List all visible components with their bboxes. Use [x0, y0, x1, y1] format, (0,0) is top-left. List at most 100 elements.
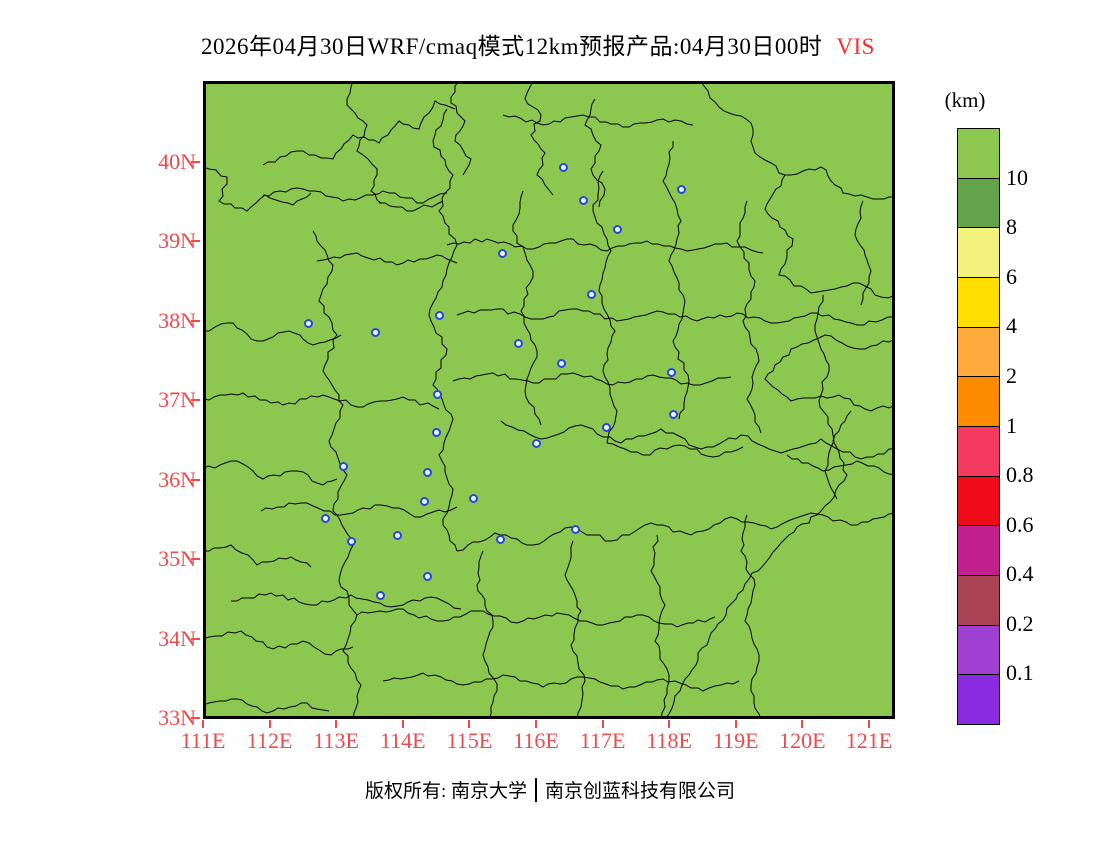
boundary-line	[584, 98, 606, 208]
lon-tick-label: 115E	[446, 728, 493, 753]
page-title-text: 2026年04月30日WRF/cmaq模式12km预报产品:04月30日00时	[201, 34, 823, 59]
lon-tick-label: 117E	[579, 728, 626, 753]
colorbar-tick-label: 4	[1006, 313, 1017, 339]
colorbar-segment	[958, 278, 999, 328]
lat-tick	[191, 717, 200, 719]
county-boundary-lines	[203, 81, 895, 719]
boundary-line	[662, 141, 690, 420]
colorbar-tick-label: 0.2	[1006, 610, 1034, 636]
lon-tick	[734, 720, 737, 728]
page-title: 2026年04月30日WRF/cmaq模式12km预报产品:04月30日00时 V…	[0, 27, 1076, 61]
colorbar-segment	[958, 675, 999, 725]
boundary-line	[740, 514, 762, 719]
boundary-line	[606, 442, 744, 458]
city-marker	[531, 438, 541, 448]
city-marker	[612, 224, 622, 234]
variable-name-label: VIS	[836, 34, 875, 59]
city-marker	[419, 496, 429, 506]
boundary-line	[203, 698, 330, 714]
city-marker	[495, 534, 505, 544]
boundary-line	[260, 502, 458, 518]
city-marker	[422, 467, 432, 477]
lon-tick	[335, 720, 338, 728]
city-marker	[320, 513, 330, 523]
lon-tick	[202, 720, 204, 728]
colorbar-segment	[958, 576, 999, 626]
boundary-line	[524, 81, 554, 196]
boundary-line	[446, 238, 764, 254]
lon-tick-label: 119E	[712, 728, 759, 753]
city-marker	[578, 195, 588, 205]
lon-tick	[401, 720, 404, 728]
lat-tick	[191, 240, 200, 243]
city-marker	[668, 409, 678, 419]
boundary-line	[476, 550, 498, 719]
lat-tick-label: 39N	[158, 228, 196, 254]
city-marker	[586, 289, 596, 299]
boundary-line	[262, 187, 448, 204]
city-marker	[338, 461, 348, 471]
colorbar-tick-label: 0.1	[1006, 660, 1034, 686]
boundary-line	[650, 534, 670, 719]
boundary-line	[203, 166, 312, 212]
lon-tick-label: 111E	[180, 728, 226, 753]
boundary-line	[428, 108, 458, 552]
colorbar-segment	[958, 526, 999, 577]
boundary-line	[854, 200, 872, 306]
lat-tick-label: 34N	[158, 625, 196, 651]
boundary-line	[382, 672, 740, 692]
lon-tick-label: 113E	[313, 728, 359, 753]
boundary-line	[699, 81, 895, 200]
lat-tick-label: 35N	[158, 546, 196, 572]
colorbar-segment	[958, 427, 999, 477]
city-marker	[432, 389, 442, 399]
boundary-line	[450, 81, 472, 176]
map-canvas	[203, 81, 895, 719]
boundary-line	[203, 544, 312, 568]
lon-tick	[801, 720, 804, 728]
city-marker	[431, 427, 441, 437]
boundary-line	[346, 81, 382, 204]
lat-tick	[191, 319, 200, 322]
city-marker	[497, 248, 507, 258]
boundary-line	[814, 295, 838, 500]
boundary-line	[316, 252, 458, 266]
copyright-footer: 版权所有: 南京大学 南京创蓝科技有限公司	[0, 776, 1100, 803]
lon-tick	[601, 720, 604, 728]
lat-tick	[191, 558, 200, 561]
boundary-line	[764, 174, 895, 299]
colorbar-tick-label: 10	[1006, 164, 1028, 190]
lat-tick	[191, 161, 200, 163]
boundary-line	[379, 200, 444, 212]
boundary-line	[231, 592, 462, 610]
colorbar-tick-label: 0.4	[1006, 561, 1034, 587]
lat-tick	[191, 478, 200, 481]
city-marker	[303, 318, 313, 328]
boundary-line	[500, 420, 895, 460]
city-marker	[666, 367, 676, 377]
city-marker	[676, 184, 686, 194]
city-marker	[570, 524, 580, 534]
boundary-line	[203, 630, 354, 656]
lon-tick-label: 120E	[779, 728, 826, 753]
lat-tick	[191, 637, 200, 640]
copyright-left-text: 版权所有: 南京大学	[364, 781, 527, 802]
colorbar-tick-label: 0.8	[1006, 462, 1034, 488]
boundary-line	[502, 114, 694, 128]
boundary-line	[452, 372, 732, 386]
boundary-line	[203, 392, 440, 410]
boundary-line	[456, 512, 895, 552]
boundary-line	[786, 454, 895, 476]
city-marker	[392, 530, 402, 540]
boundary-line	[203, 322, 342, 346]
colorbar-tick-label: 2	[1006, 362, 1017, 388]
lon-tick	[268, 720, 271, 728]
lon-tick-label: 121E	[845, 728, 893, 753]
lat-tick-label: 38N	[158, 307, 196, 333]
colorbar-segment	[958, 178, 999, 229]
lon-tick	[535, 720, 537, 728]
lon-tick	[468, 720, 471, 728]
boundary-line	[262, 100, 456, 166]
lat-tick-label: 37N	[158, 387, 196, 413]
